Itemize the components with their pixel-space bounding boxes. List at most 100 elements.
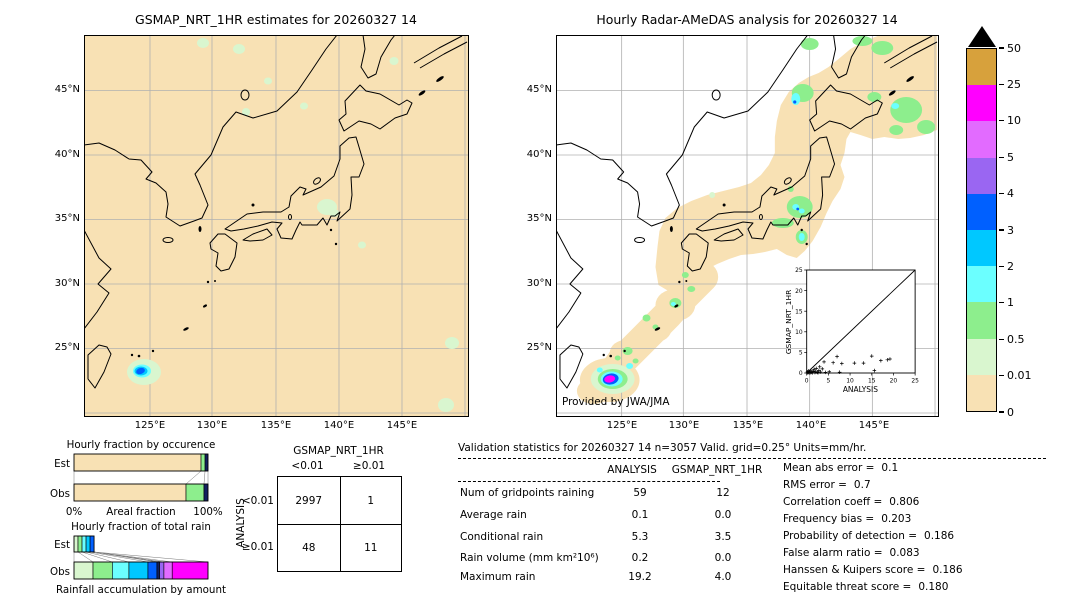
colorbar-segment-10	[967, 85, 996, 122]
svg-text:10: 10	[795, 329, 803, 336]
colorbar-overflow-triangle	[968, 26, 996, 47]
row-label-4: Maximum rain	[460, 571, 536, 583]
divider-top	[458, 458, 1046, 459]
radar-rain-cells	[590, 36, 936, 394]
row-val-a4: 19.2	[628, 571, 652, 583]
small-islands	[130, 76, 444, 358]
validation-title: Validation statistics for 20260327 14 n=…	[458, 442, 867, 454]
row-label-1: Average rain	[460, 509, 527, 521]
colorbar-tick-3: 3	[999, 223, 1014, 237]
svg-text:0: 0	[799, 370, 803, 377]
svg-text:20: 20	[795, 288, 803, 295]
occ-x1: 100%	[193, 506, 223, 518]
colorbar-segment-1	[967, 266, 996, 303]
colorbar-tick-50: 50	[999, 41, 1021, 55]
left-lon-130: 130°E	[196, 420, 228, 431]
validation-stats: Validation statistics for 20260327 14 n=…	[458, 442, 1058, 602]
score-pod: Probability of detection = 0.186	[783, 530, 955, 542]
colorbar-tick-2: 2	[999, 259, 1014, 273]
tot-obs-label: Obs	[50, 566, 70, 578]
colorbar-tick-5: 5	[999, 150, 1014, 164]
left-lon-135: 135°E	[260, 420, 292, 431]
right-map-title: Hourly Radar-AMeDAS analysis for 2026032…	[596, 12, 898, 27]
colorbar-segment-2	[967, 230, 996, 267]
contingency-cell-11: 11	[339, 524, 401, 571]
row-val-g2: 3.5	[714, 531, 732, 543]
inset-xlabel: ANALYSIS	[843, 385, 878, 394]
contingency-col-lt: <0.01	[291, 460, 324, 472]
coastlines	[84, 35, 468, 389]
gsmap-rain-cells	[127, 38, 459, 412]
fraction-charts: Hourly fraction by occurence Est Obs 0% …	[50, 439, 226, 596]
right-lon-135: 135°E	[732, 420, 764, 431]
score-rms-error: RMS error = 0.7	[783, 479, 871, 491]
colorbar-segment-0.5	[967, 302, 996, 339]
score-mean-abs-error: Mean abs error = 0.1	[783, 462, 899, 474]
colorbar-tick-25: 25	[999, 77, 1021, 91]
row-val-g1: 0.0	[714, 509, 732, 521]
occ-x0: 0%	[66, 506, 83, 518]
right-lat-30: 30°N	[526, 278, 552, 289]
left-lat-25: 25°N	[54, 342, 80, 353]
colorbar-tick-0.5: 0.5	[999, 332, 1025, 346]
svg-text:15: 15	[795, 308, 803, 315]
colorbar-segment-3	[967, 193, 996, 231]
svg-text:5: 5	[799, 350, 803, 357]
colorbar-segment-0.01	[967, 338, 996, 375]
score-far: False alarm ratio = 0.083	[783, 547, 920, 559]
colorbar-tick-0: 0	[999, 405, 1014, 419]
svg-text:25: 25	[911, 377, 919, 384]
row-val-a0: 59	[633, 487, 647, 499]
occ-xlabel: Areal fraction	[106, 506, 175, 518]
right-map-border	[556, 35, 939, 417]
svg-text:15: 15	[868, 377, 876, 384]
tot-est-label: Est	[54, 539, 70, 551]
contingency-cell-10: 48	[278, 524, 340, 571]
colorbar-segment-25	[967, 49, 996, 86]
left-map-title: GSMAP_NRT_1HR estimates for 20260327 14	[135, 12, 417, 27]
right-lat-45: 45°N	[526, 84, 552, 95]
left-lon-125: 125°E	[134, 420, 166, 431]
right-lat-40: 40°N	[526, 149, 552, 160]
colorbar-tick-4: 4	[999, 187, 1014, 201]
contingency-cell-01: 1	[339, 477, 402, 524]
gsmap-map	[84, 35, 469, 417]
accumulation-label: Rainfall accumulation by amount	[56, 584, 226, 596]
contingency-row-lt: <0.01	[241, 495, 274, 507]
score-hk: Hanssen & Kuipers score = 0.186	[783, 564, 963, 576]
occ-est-label: Est	[54, 458, 70, 470]
row-val-g3: 0.0	[714, 552, 732, 564]
contingency-cell-00: 2997	[295, 494, 323, 507]
contingency-col-axis: GSMAP_NRT_1HR	[293, 445, 384, 457]
right-lon-145: 145°E	[858, 420, 890, 431]
credit-text: Provided by JWA/JMA	[562, 396, 670, 408]
right-lon-125: 125°E	[606, 420, 638, 431]
svg-text:5: 5	[826, 377, 830, 384]
svg-text:0: 0	[805, 377, 809, 384]
score-frequency-bias: Frequency bias = 0.203	[783, 513, 912, 525]
left-lat-40: 40°N	[54, 149, 80, 160]
right-lon-140: 140°E	[795, 420, 827, 431]
identity-line	[806, 269, 916, 374]
inset-ylabel: GSMAP_NRT_1HR	[784, 290, 793, 355]
col-analysis: ANALYSIS	[607, 464, 657, 476]
row-val-g4: 4.0	[714, 571, 732, 583]
inset-scatter: 00 5 5 10 10 15 15 20 20 25 25 ANALYSIS GSMAP_NRT_…	[784, 267, 919, 394]
row-label-2: Conditional rain	[460, 531, 544, 543]
total-rain-title: Hourly fraction of total rain	[71, 521, 211, 533]
left-lat-45: 45°N	[54, 84, 80, 95]
svg-text:20: 20	[890, 377, 898, 384]
contingency-col-ge: ≥0.01	[352, 460, 386, 472]
colorbar-segment-5	[967, 121, 996, 158]
right-lat-35: 35°N	[526, 213, 552, 224]
colorbar-labels: 0 0.01 0.5 1 2 3 4 5 10 25 50	[999, 42, 1059, 419]
left-lon-145: 145°E	[386, 420, 418, 431]
left-lon-140: 140°E	[323, 420, 355, 431]
col-gsmap: GSMAP_NRT_1HR	[671, 464, 763, 476]
score-list: Mean abs error = 0.1 RMS error = 0.7 Corre…	[783, 460, 1073, 596]
score-correlation: Correlation coeff = 0.806	[783, 496, 920, 508]
row-val-a1: 0.1	[631, 509, 649, 521]
colorbar-tick-10: 10	[999, 114, 1021, 128]
occ-obs-label: Obs	[50, 488, 70, 500]
